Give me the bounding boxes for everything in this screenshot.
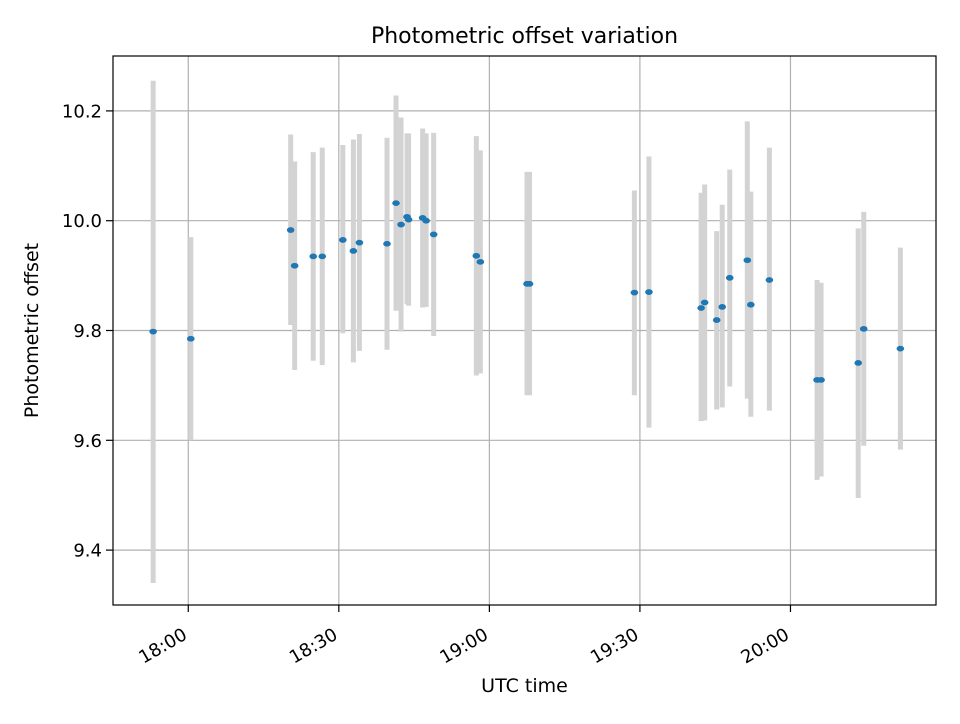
data-point bbox=[186, 335, 195, 342]
data-point bbox=[339, 237, 347, 243]
data-point bbox=[392, 200, 400, 207]
data-point bbox=[290, 262, 299, 269]
data-point bbox=[472, 252, 481, 259]
x-tick-label: 19:00 bbox=[436, 624, 491, 668]
y-tick-label: 10.2 bbox=[62, 101, 102, 122]
x-tick-label: 18:30 bbox=[286, 624, 341, 668]
data-point bbox=[383, 240, 391, 247]
data-point bbox=[743, 257, 752, 264]
data-point bbox=[318, 253, 327, 260]
data-point bbox=[397, 221, 405, 228]
data-point bbox=[645, 289, 653, 295]
data-point bbox=[817, 377, 825, 383]
x-axis-ticks: 18:00 18:30 19:00 19:30 20:00 bbox=[135, 605, 793, 668]
data-point bbox=[355, 239, 364, 246]
data-point bbox=[309, 253, 318, 260]
data-point bbox=[404, 216, 413, 223]
data-point bbox=[630, 289, 639, 296]
data-point bbox=[286, 227, 295, 233]
data-point bbox=[697, 305, 705, 311]
data-points bbox=[149, 200, 905, 383]
data-point bbox=[765, 277, 774, 283]
data-point bbox=[525, 280, 534, 287]
data-point bbox=[854, 359, 863, 366]
y-axis-ticks: 9.4 9.6 9.8 10.0 10.2 bbox=[62, 101, 113, 562]
data-point bbox=[725, 274, 734, 281]
data-point bbox=[896, 345, 905, 352]
data-point bbox=[149, 328, 157, 335]
x-tick-label: 18:00 bbox=[135, 624, 190, 668]
y-tick-label: 10.0 bbox=[62, 211, 102, 232]
y-tick-label: 9.6 bbox=[73, 431, 102, 452]
data-point bbox=[747, 301, 755, 308]
data-point bbox=[349, 247, 358, 254]
y-tick-label: 9.8 bbox=[73, 321, 102, 342]
data-point bbox=[422, 217, 430, 224]
y-axis-label: Photometric offset bbox=[21, 243, 43, 418]
data-point bbox=[712, 317, 721, 323]
x-axis-label: UTC time bbox=[481, 675, 568, 697]
chart-title: Photometric offset variation bbox=[371, 24, 678, 49]
data-point bbox=[718, 303, 727, 310]
error-bars bbox=[150, 80, 903, 584]
x-tick-label: 20:00 bbox=[738, 624, 793, 668]
data-point bbox=[476, 258, 485, 265]
x-tick-label: 19:30 bbox=[587, 624, 642, 668]
y-tick-label: 9.4 bbox=[73, 541, 102, 562]
data-point bbox=[700, 299, 709, 306]
data-point bbox=[859, 325, 868, 332]
grid-lines bbox=[113, 56, 936, 605]
data-point bbox=[429, 231, 438, 238]
